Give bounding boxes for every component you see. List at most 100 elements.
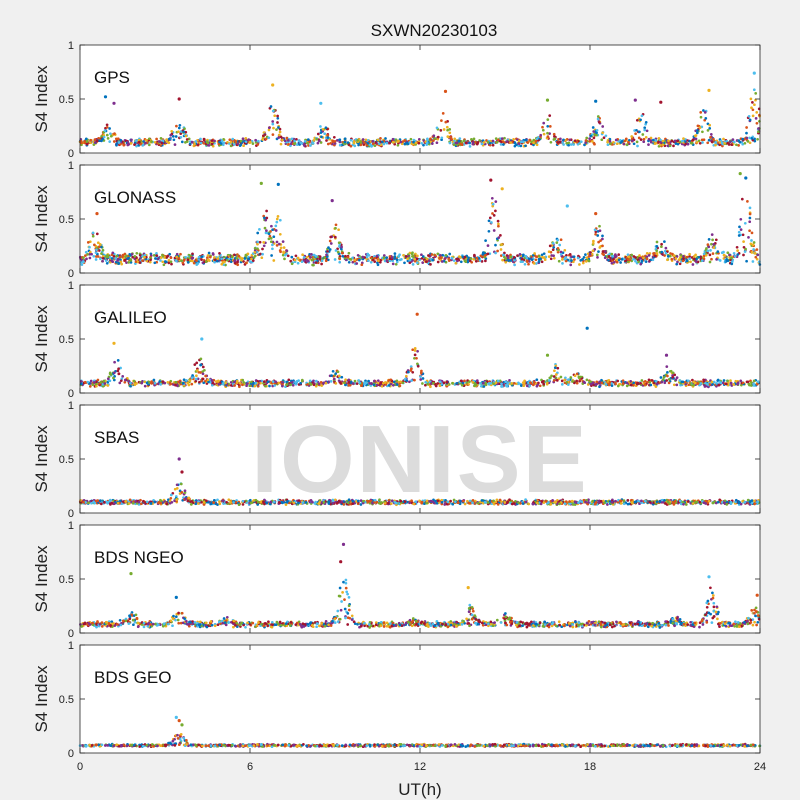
data-point	[473, 140, 477, 144]
data-point	[751, 243, 755, 247]
data-point	[505, 140, 509, 143]
data-point	[295, 137, 298, 141]
data-point	[541, 125, 544, 129]
data-point	[402, 253, 405, 257]
data-point	[364, 138, 368, 142]
data-point	[314, 261, 318, 264]
data-point	[96, 241, 100, 245]
data-point	[421, 377, 425, 380]
data-point	[464, 141, 468, 145]
data-point	[180, 140, 184, 144]
data-point	[92, 254, 96, 258]
data-point	[316, 141, 320, 145]
data-point	[525, 384, 529, 388]
data-point	[445, 125, 449, 129]
data-point	[320, 259, 324, 263]
data-point	[175, 124, 178, 128]
data-point	[601, 244, 604, 248]
data-point	[318, 257, 322, 261]
data-point	[654, 385, 658, 388]
peak-point	[744, 176, 748, 180]
data-point	[95, 232, 99, 236]
data-point	[756, 380, 760, 383]
data-point	[510, 381, 514, 385]
data-point	[754, 92, 758, 95]
data-point	[638, 254, 641, 257]
data-point	[263, 384, 267, 388]
data-point	[415, 356, 418, 360]
data-point	[477, 256, 481, 260]
data-point	[216, 257, 220, 260]
data-point	[542, 256, 546, 259]
data-point	[745, 131, 748, 135]
data-point	[398, 258, 402, 262]
data-point	[620, 258, 624, 261]
data-point	[235, 379, 239, 383]
data-point	[655, 382, 659, 386]
data-point	[468, 145, 472, 148]
data-point	[188, 253, 191, 257]
data-point	[644, 120, 648, 124]
data-point	[395, 383, 399, 386]
data-point	[99, 380, 103, 384]
data-point	[123, 258, 127, 262]
data-point	[347, 251, 351, 255]
data-point	[657, 140, 660, 144]
data-point	[334, 223, 338, 227]
data-point	[201, 377, 205, 381]
data-point	[145, 381, 149, 385]
data-point	[276, 116, 280, 120]
data-point	[353, 144, 357, 148]
data-point	[310, 253, 313, 256]
data-point	[385, 141, 389, 145]
data-point	[193, 142, 196, 146]
data-point	[109, 132, 112, 136]
data-point	[642, 137, 646, 141]
data-point	[243, 256, 247, 260]
data-point	[486, 244, 490, 247]
data-point	[542, 252, 546, 256]
data-point	[352, 140, 356, 143]
data-point	[748, 229, 751, 233]
data-point	[186, 258, 190, 262]
data-point	[654, 139, 658, 142]
data-points	[78, 71, 761, 148]
data-point	[238, 385, 241, 389]
data-point	[239, 139, 243, 143]
data-point	[561, 262, 564, 265]
data-point	[548, 244, 552, 248]
data-point	[366, 252, 370, 256]
data-point	[439, 129, 443, 132]
data-point	[641, 133, 645, 136]
data-point	[667, 141, 671, 145]
data-point	[457, 139, 461, 143]
data-point	[169, 133, 173, 137]
data-point	[710, 233, 714, 236]
data-point	[202, 381, 206, 385]
data-point	[438, 253, 442, 257]
data-point	[175, 259, 178, 263]
data-point	[312, 383, 316, 387]
data-point	[173, 143, 177, 146]
data-point	[290, 262, 294, 266]
data-point	[674, 257, 678, 260]
data-point	[134, 139, 138, 142]
data-point	[649, 383, 653, 387]
data-point	[500, 243, 503, 246]
peak-point	[259, 181, 263, 185]
data-point	[657, 137, 661, 140]
data-point	[281, 138, 284, 142]
data-point	[430, 142, 434, 145]
data-point	[372, 383, 376, 387]
data-point	[697, 139, 701, 143]
data-point	[494, 381, 498, 385]
data-point	[398, 384, 402, 388]
data-point	[631, 139, 634, 143]
data-point	[382, 256, 386, 260]
data-point	[492, 382, 495, 386]
data-point	[275, 128, 278, 131]
data-point	[709, 136, 712, 139]
data-point	[710, 380, 714, 384]
data-point	[691, 138, 695, 142]
